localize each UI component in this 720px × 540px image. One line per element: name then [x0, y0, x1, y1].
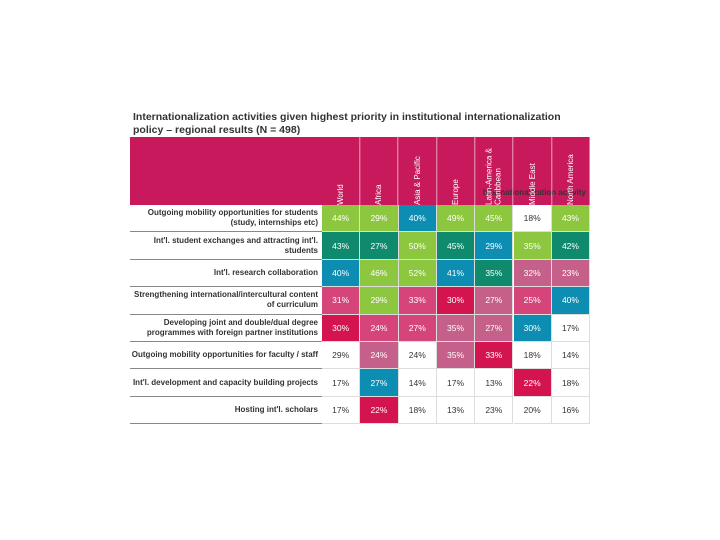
column-header: Latin-America & Caribbean	[475, 137, 514, 205]
table-header: Internationalization activity World Afric…	[130, 137, 591, 205]
cell: 35%	[436, 342, 476, 370]
cell: 18%	[513, 205, 552, 233]
cell: 23%	[551, 259, 591, 288]
column-header: Asia & Pacific	[398, 137, 437, 205]
cell: 17%	[436, 369, 476, 397]
cell: 45%	[436, 232, 476, 260]
cell: 29%	[475, 232, 514, 260]
row-label: Int'l. research collaboration	[130, 260, 322, 288]
cell: 44%	[322, 205, 361, 233]
cell: 27%	[398, 314, 437, 342]
cell: 29%	[322, 342, 361, 370]
cell: 41%	[436, 259, 476, 288]
cell: 52%	[398, 259, 437, 288]
cell: 17%	[322, 369, 361, 397]
cell: 22%	[513, 369, 552, 397]
cell: 29%	[360, 287, 399, 315]
row-label: Strengthening international/intercultura…	[130, 287, 322, 315]
cell: 24%	[360, 314, 399, 342]
cell: 35%	[436, 314, 476, 342]
cell: 50%	[398, 232, 437, 260]
cell: 27%	[475, 314, 514, 342]
column-header: North America	[551, 137, 591, 205]
cell: 24%	[398, 342, 437, 370]
row-label: Hosting int'l. scholars	[130, 397, 322, 425]
cell: 24%	[360, 342, 399, 370]
cell: 35%	[513, 232, 552, 260]
cell: 27%	[360, 369, 399, 397]
cell: 22%	[360, 396, 399, 425]
cell: 14%	[398, 369, 437, 397]
cell: 32%	[513, 259, 552, 288]
cell: 45%	[475, 205, 514, 233]
cell: 29%	[360, 205, 399, 233]
cell: 46%	[360, 259, 399, 288]
row-label: Outgoing mobility opportunities for facu…	[130, 342, 322, 370]
cell: 13%	[475, 369, 514, 397]
cell: 20%	[513, 396, 552, 425]
cell: 40%	[398, 205, 437, 233]
cell: 30%	[436, 287, 476, 315]
cell: 18%	[551, 369, 591, 397]
cell: 30%	[513, 314, 552, 342]
cell: 17%	[551, 314, 591, 342]
row-label: Developing joint and double/dual degree …	[130, 315, 322, 342]
cell: 33%	[475, 342, 514, 370]
cell: 43%	[322, 232, 361, 260]
cell: 18%	[513, 342, 552, 370]
header-label: Internationalization activity	[482, 188, 586, 197]
cell: 40%	[551, 287, 591, 315]
column-header: World	[322, 137, 361, 205]
row-label: Outgoing mobility opportunities for stud…	[130, 205, 322, 233]
cell: 25%	[513, 287, 552, 315]
cell: 43%	[551, 205, 591, 233]
cell: 27%	[475, 287, 514, 315]
cell: 42%	[551, 232, 591, 260]
cell: 49%	[436, 205, 476, 233]
cell: 23%	[475, 396, 514, 425]
cell: 35%	[475, 259, 514, 288]
column-header: Africa	[360, 137, 399, 205]
cell: 13%	[436, 396, 476, 425]
column-header: Europe	[436, 137, 476, 205]
cell: 14%	[551, 342, 591, 370]
cell: 18%	[398, 396, 437, 425]
cell: 16%	[551, 396, 591, 425]
cell: 30%	[322, 314, 361, 342]
cell: 33%	[398, 287, 437, 315]
row-label: Int'l. student exchanges and attracting …	[130, 232, 322, 260]
cell: 27%	[360, 232, 399, 260]
title: Internationalization activities given hi…	[133, 111, 561, 136]
column-header: Middle East	[513, 137, 552, 205]
row-label: Int'l. development and capacity building…	[130, 369, 322, 397]
cell: 40%	[322, 259, 361, 288]
cell: 31%	[322, 287, 361, 315]
cell: 17%	[322, 396, 361, 425]
